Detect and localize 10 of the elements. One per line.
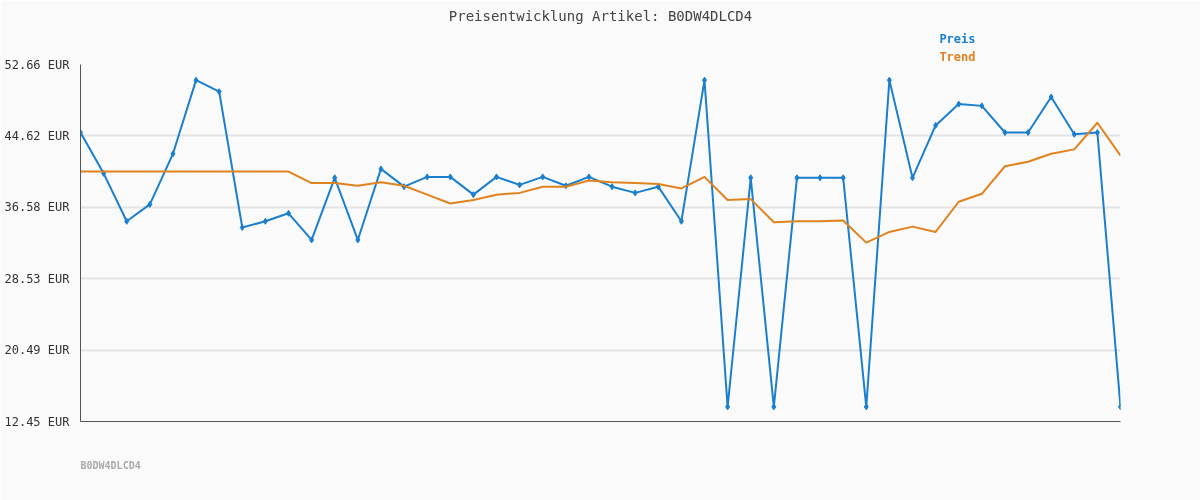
- y-tick-label: 28.53 EUR: [4, 271, 71, 286]
- y-tick-label: 20.49 EUR: [4, 343, 71, 358]
- text: B0DW4DLCD4: [80, 459, 141, 471]
- y-tick-label: 52.66 EUR: [4, 57, 71, 72]
- chart-title: Preisentwicklung Artikel: B0DW4DLCD4: [448, 7, 753, 24]
- y-tick-label: 36.58 EUR: [4, 200, 71, 215]
- text: Trend: [939, 49, 976, 64]
- text: Preis: [939, 31, 976, 46]
- y-tick-label: 12.45 EUR: [4, 414, 71, 429]
- y-tick-label: 44.62 EUR: [4, 128, 71, 143]
